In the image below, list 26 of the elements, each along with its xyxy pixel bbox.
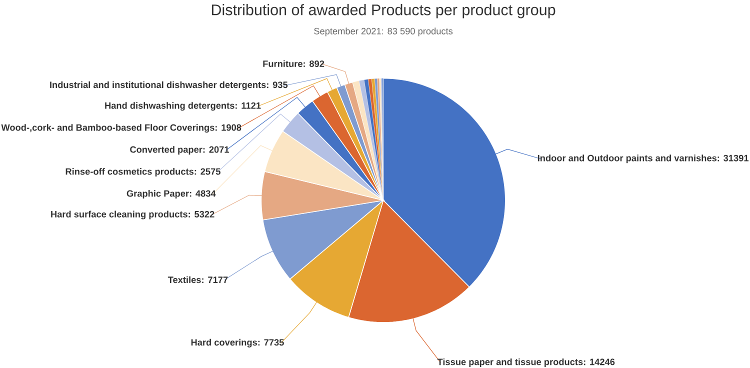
slice-label: Hand dishwashing detergents (105, 102, 234, 111)
slice-label: Rinse-off cosmetics products (66, 168, 194, 176)
data-label: : 892 (304, 60, 324, 67)
data-label: : 935 (267, 81, 288, 88)
chart-title: Distribution of awarded Products per product group (212, 4, 556, 18)
slice-label: Graphic Paper (126, 190, 189, 198)
data-label: : 4834 (190, 190, 216, 197)
slice-label: Tissue paper and tissue products (437, 358, 583, 367)
data-label: : 14246 (584, 358, 615, 366)
slice-label: Industrial and institutional dishwasher detergents (50, 81, 266, 90)
slice-label: Converted paper (130, 146, 202, 154)
slice-label: Textiles (168, 276, 201, 283)
slice-label: Furniture (263, 60, 302, 67)
slice-label: Wood-,cork- and Bamboo-based Floor Coverings (1, 124, 214, 133)
data-label: : 5322 (188, 210, 214, 218)
data-label: : 1908 (216, 124, 242, 131)
data-label: : 2575 (194, 168, 220, 175)
data-label: : 7735 (258, 339, 284, 346)
data-label: : 1121 (236, 102, 261, 109)
data-label: : 7177 (202, 276, 228, 283)
slice-label: Hard coverings (191, 338, 257, 348)
data-label: : 2071 (203, 146, 230, 153)
chart-subtitle: September 2021: 83 590 products (314, 28, 453, 36)
data-label: : 31391 (718, 154, 749, 162)
slice-label: Indoor and Outdoor paints and varnishes (538, 154, 717, 164)
slice-label: Hard surface cleaning products (51, 210, 188, 220)
